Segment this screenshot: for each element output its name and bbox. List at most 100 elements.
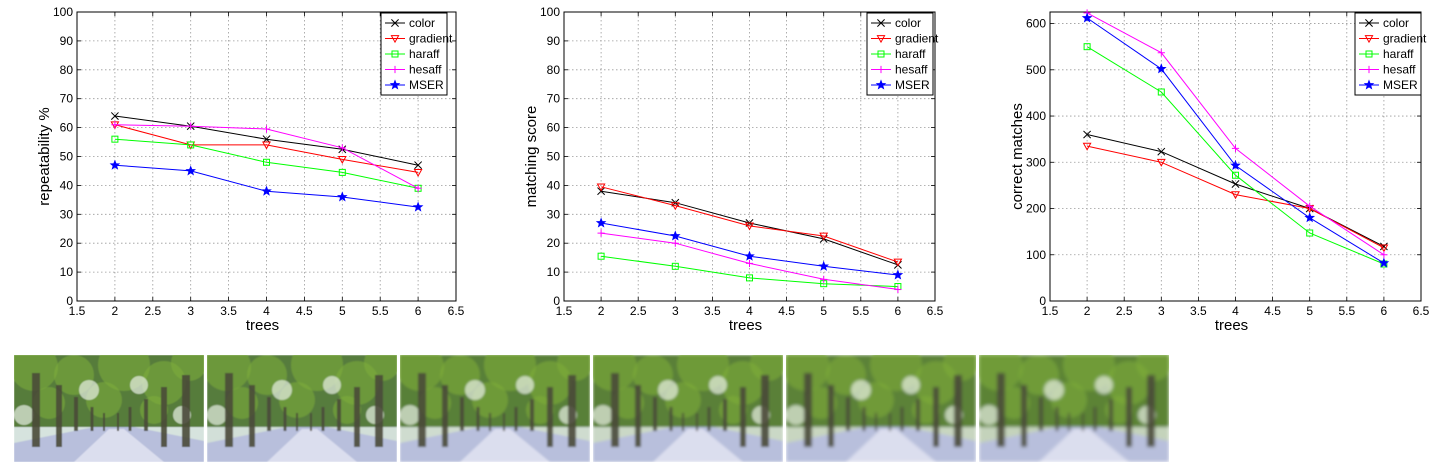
data-point-hesaff <box>262 125 271 133</box>
x-tick-label: 2 <box>112 304 119 318</box>
x-tick-label: 4.5 <box>1264 304 1281 318</box>
tree-avenue-picture <box>593 355 783 462</box>
data-point-mser <box>1155 63 1167 74</box>
x-tick-label: 3.5 <box>1190 304 1207 318</box>
data-point-hesaff <box>338 144 346 152</box>
trees-image-5 <box>786 355 976 462</box>
data-point-gradient <box>262 141 271 150</box>
data-point-hesaff <box>597 229 605 237</box>
data-point-mser <box>412 201 424 212</box>
y-tick-label: 80 <box>547 63 561 77</box>
legend-label-hesaff: hesaff <box>1383 63 1416 77</box>
legend-marker-color <box>1365 19 1373 27</box>
x-tick-label: 3 <box>1158 304 1165 318</box>
legend-marker-hesaff <box>1365 65 1373 74</box>
x-tick-label: 1.5 <box>69 304 86 318</box>
data-point-hesaff <box>111 121 119 129</box>
data-point-mser <box>1081 12 1093 23</box>
series-line-haraff <box>1086 46 1385 265</box>
x-tick-label: 5.5 <box>372 304 389 318</box>
series-line-haraff <box>114 138 419 189</box>
x-tick-label: 3.5 <box>220 304 237 318</box>
data-point-mser <box>336 191 348 202</box>
y-tick-label: 30 <box>60 207 74 221</box>
legend-marker-gradient <box>390 35 400 44</box>
legend-marker-color <box>391 19 399 27</box>
y-tick-label: 20 <box>60 236 74 250</box>
data-point-mser <box>595 217 607 228</box>
legend-label-hesaff: hesaff <box>895 63 928 77</box>
series-line-gradient <box>114 124 419 173</box>
data-point-gradient <box>819 232 829 241</box>
x-axis-label: trees <box>729 317 762 334</box>
data-point-gradient <box>1231 191 1240 200</box>
legend-label-color: color <box>895 16 921 30</box>
x-tick-label: 4 <box>263 304 270 318</box>
y-tick-label: 20 <box>547 236 561 250</box>
x-tick-label: 5.5 <box>852 304 869 318</box>
series-line-gradient <box>1086 145 1385 249</box>
y-tick-label: 90 <box>60 34 74 48</box>
data-point-mser <box>669 230 681 241</box>
data-point-hesaff <box>1306 202 1314 210</box>
data-point-mser <box>892 269 904 280</box>
y-tick-label: 400 <box>1026 109 1046 123</box>
axes-frame <box>563 11 936 302</box>
tree-avenue-picture <box>400 355 590 462</box>
image-sequence <box>0 355 1443 462</box>
tree-avenue-picture <box>786 355 976 462</box>
data-point-gradient <box>745 222 754 231</box>
chart-3: 1.5 2 2.5 3 3.5 4 4.5 5 5.5 6 6.5 0 100 200 300 400 500 6… <box>1009 9 1430 334</box>
legend-marker-color <box>877 19 885 27</box>
data-point-haraff <box>1083 43 1091 51</box>
trees-image-6 <box>979 355 1169 462</box>
line-charts: 1.5 2 2.5 3 3.5 4 4.5 5 5.5 6 6.501020304050607080… <box>36 5 1430 334</box>
y-tick-label: 500 <box>1026 63 1046 77</box>
data-point-haraff <box>597 252 605 260</box>
x-tick-label: 6 <box>895 304 902 318</box>
y-tick-label: 70 <box>547 92 561 106</box>
x-axis-label: trees <box>1215 317 1248 334</box>
data-point-haraff <box>746 274 753 282</box>
y-tick-label: 100 <box>540 5 560 19</box>
axes-frame <box>76 11 457 302</box>
chart-2: 1.5 2 2.5 3 3.5 4 4.5 5 5.5 6 6.5 0 10 20 30 40 50 60 70 80… <box>523 5 944 334</box>
tree-avenue-picture <box>14 355 204 462</box>
data-point-haraff <box>111 135 119 143</box>
y-tick-label: 100 <box>1026 248 1046 262</box>
y-tick-label: 100 <box>53 5 73 19</box>
legend-marker-gradient <box>1364 35 1374 44</box>
data-point-haraff <box>671 262 679 270</box>
legend-label-haraff: haraff <box>1383 47 1414 61</box>
x-tick-label: 4 <box>746 304 753 318</box>
y-axis-label: correct matches <box>1009 103 1026 210</box>
data-point-color <box>1231 180 1240 188</box>
x-tick-label: 4.5 <box>296 304 313 318</box>
legend-marker-haraff <box>1365 50 1373 58</box>
x-tick-label: 1.5 <box>1042 304 1059 318</box>
axes-frame <box>1049 11 1422 302</box>
data-point-hesaff <box>187 122 195 130</box>
y-tick-label: 60 <box>547 121 561 135</box>
data-point-haraff <box>263 158 270 166</box>
x-tick-label: 2.5 <box>630 304 647 318</box>
chart-1: 1.5 2 2.5 3 3.5 4 4.5 5 5.5 6 6.5 0 10 20 30 40 50 60 70 80… <box>36 5 465 334</box>
data-point-gradient <box>1379 244 1389 253</box>
x-tick-label: 5 <box>820 304 827 318</box>
y-tick-label: 0 <box>66 294 73 308</box>
data-point-gradient <box>1082 142 1092 151</box>
data-point-gradient <box>1156 158 1166 167</box>
legend-label-haraff: haraff <box>895 47 926 61</box>
legend-marker-hesaff <box>391 65 399 74</box>
y-tick-label: 50 <box>547 150 561 164</box>
data-point-mser <box>1230 159 1241 171</box>
legend-label-mser: MSER <box>895 78 930 92</box>
x-tick-label: 6.5 <box>1413 304 1430 318</box>
data-point-color <box>1083 130 1092 139</box>
x-tick-label: 6.5 <box>927 304 944 318</box>
data-point-haraff <box>338 168 346 176</box>
legend-marker-mser <box>875 79 887 90</box>
legend-label-mser: MSER <box>1383 78 1418 92</box>
y-tick-label: 30 <box>547 207 561 221</box>
y-tick-label: 200 <box>1026 202 1046 216</box>
